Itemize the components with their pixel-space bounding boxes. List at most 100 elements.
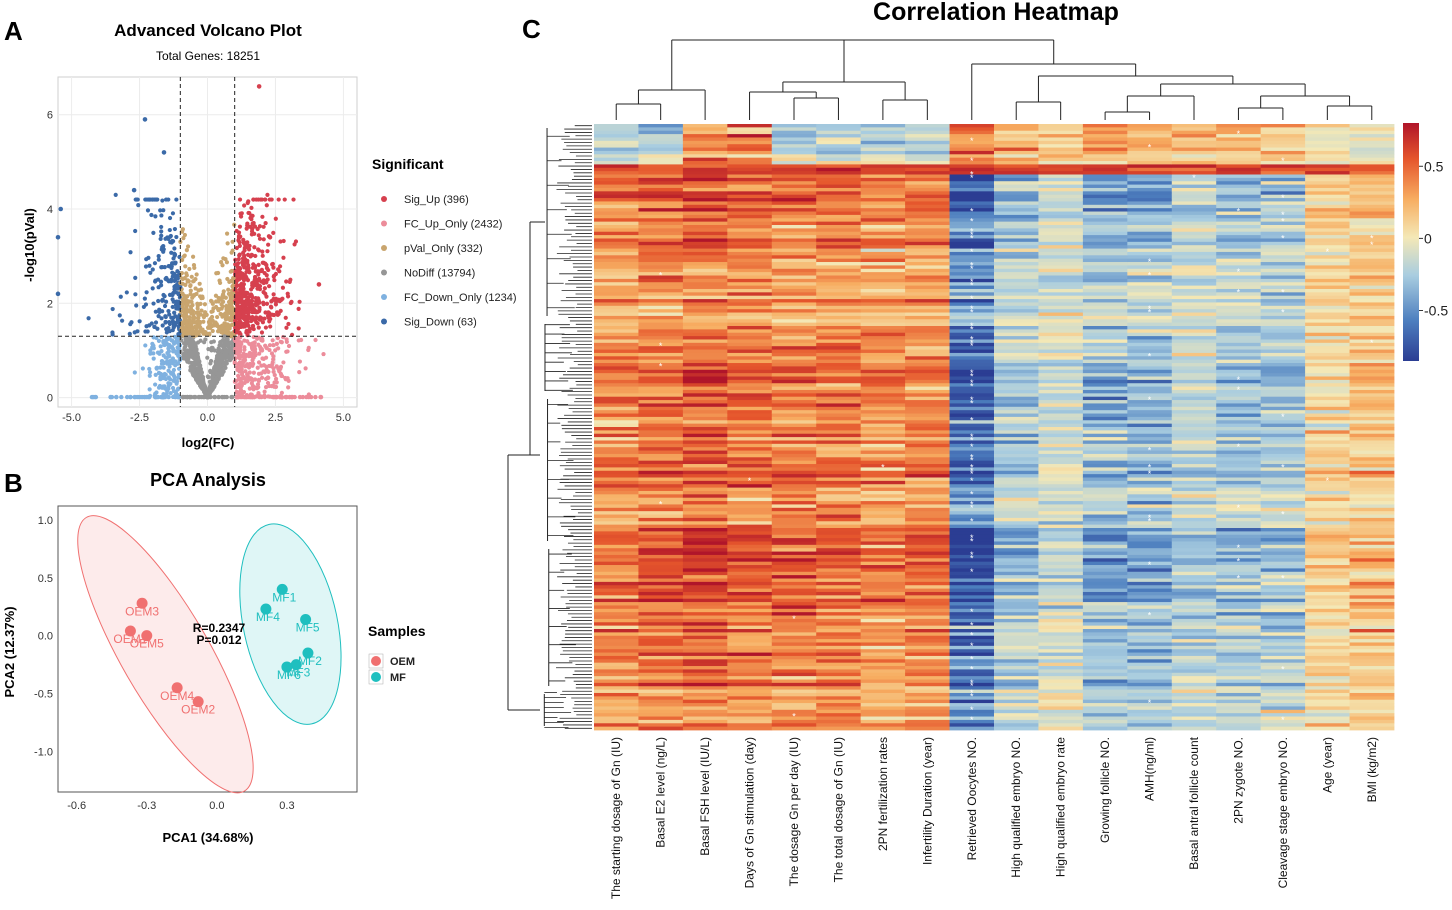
heatmap-cell <box>638 595 684 600</box>
volcano-y-tick-label: 4 <box>47 204 53 216</box>
heatmap-cell <box>771 194 817 199</box>
heatmap-cell <box>816 214 862 219</box>
pca-point-oem <box>141 630 153 642</box>
volcano-point <box>277 298 282 304</box>
volcano-point <box>224 394 229 400</box>
volcano-point <box>167 377 173 382</box>
heatmap-cell <box>949 413 995 418</box>
heatmap-cell <box>905 383 950 387</box>
heatmap-cell <box>638 696 684 701</box>
heatmap-cell <box>638 127 684 132</box>
heatmap-cell <box>682 622 728 627</box>
heatmap-cell <box>727 379 773 384</box>
volcano-point <box>237 346 242 352</box>
heatmap-cell <box>1038 595 1084 600</box>
volcano-point <box>180 291 185 296</box>
heatmap-cell <box>594 302 639 307</box>
heatmap-cell <box>638 376 684 381</box>
heatmap-cell <box>905 376 950 381</box>
heatmap-cell <box>771 635 817 640</box>
heatmap-cell <box>727 302 773 307</box>
volcano-point <box>224 311 229 316</box>
heatmap-cell <box>771 558 817 563</box>
heatmap-cell <box>1082 174 1128 179</box>
heatmap-cell <box>727 241 773 246</box>
heatmap-cell <box>994 369 1039 374</box>
heatmap-cell <box>949 288 995 293</box>
heatmap-cell <box>1082 218 1128 223</box>
heatmap-cell <box>771 719 817 724</box>
heatmap-cell <box>1082 618 1128 623</box>
heatmap-cell <box>771 490 817 495</box>
heatmap-cell <box>905 379 950 384</box>
volcano-point <box>143 343 148 348</box>
volcano-point <box>224 231 230 236</box>
heatmap-cell <box>727 164 773 169</box>
heatmap-cell <box>994 231 1039 236</box>
heatmap-cell <box>727 238 773 243</box>
volcano-point <box>165 337 170 342</box>
heatmap-cell <box>771 689 817 694</box>
heatmap-cell <box>1082 642 1128 647</box>
heatmap-cell <box>949 295 995 300</box>
volcano-legend-label: NoDiff (13794) <box>404 268 475 280</box>
heatmap-cell <box>1038 679 1084 684</box>
heatmap-cell <box>860 312 906 317</box>
heatmap-cell <box>816 629 862 633</box>
heatmap-cell <box>905 430 950 435</box>
heatmap-cell <box>727 507 773 512</box>
heatmap-cell <box>771 262 817 266</box>
volcano-point <box>58 206 64 212</box>
heatmap-cell <box>816 437 862 441</box>
volcano-point <box>156 285 161 290</box>
heatmap-cell <box>594 406 639 411</box>
heatmap-cell <box>638 164 684 169</box>
heatmap-cell <box>771 211 817 216</box>
heatmap-cell <box>771 258 817 263</box>
heatmap-cell <box>905 517 950 522</box>
heatmap-cell <box>682 541 728 546</box>
heatmap-cell <box>994 278 1039 283</box>
heatmap-cell <box>1038 598 1084 603</box>
heatmap-cell <box>860 167 906 172</box>
heatmap-cell <box>949 349 995 354</box>
volcano-point <box>245 244 250 250</box>
volcano-point <box>257 351 262 356</box>
heatmap-cell <box>682 248 728 253</box>
volcano-point <box>163 355 168 360</box>
heatmap-cell <box>1082 150 1128 155</box>
heatmap-cell <box>1127 225 1173 229</box>
heatmap-cell <box>949 305 995 310</box>
heatmap-cell <box>594 723 639 728</box>
heatmap-cell <box>638 659 684 664</box>
heatmap-cell <box>594 423 639 428</box>
heatmap-cell <box>816 167 862 172</box>
heatmap-cell <box>1082 258 1128 263</box>
heatmap-cell <box>682 538 728 542</box>
heatmap-cell <box>594 275 639 280</box>
volcano-point <box>237 276 243 281</box>
heatmap-cell <box>994 676 1039 680</box>
heatmap-cell <box>727 605 773 610</box>
heatmap-cell <box>682 713 728 717</box>
heatmap-cell <box>949 225 995 229</box>
heatmap-cell <box>727 184 773 189</box>
heatmap-cell <box>682 719 728 724</box>
heatmap-cell <box>860 716 906 721</box>
volcano-point <box>242 345 247 350</box>
volcano-point <box>288 300 293 306</box>
heatmap-cell <box>727 134 773 138</box>
volcano-point <box>132 370 137 375</box>
heatmap-cell <box>949 241 995 246</box>
volcano-point <box>257 277 262 283</box>
heatmap-cell <box>771 147 817 152</box>
heatmap-cell <box>727 211 773 216</box>
heatmap-cell <box>816 218 862 223</box>
volcano-point <box>251 222 256 227</box>
heatmap-cell <box>905 548 950 552</box>
heatmap-cell <box>994 585 1039 589</box>
heatmap-cell <box>594 568 639 573</box>
heatmap-cell <box>949 558 995 563</box>
